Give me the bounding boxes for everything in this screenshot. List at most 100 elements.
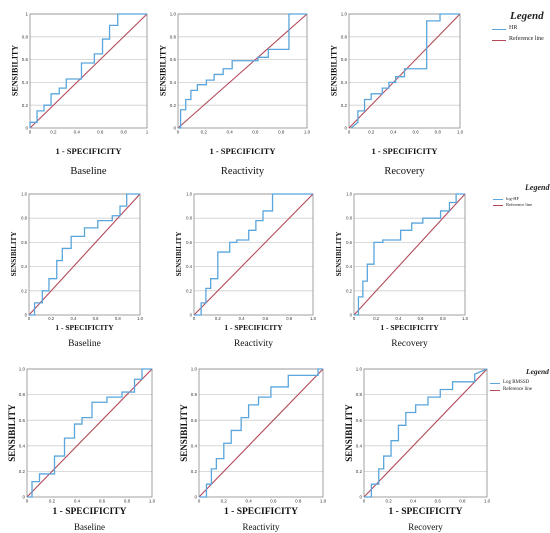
loghf-recovery-xtick-label: 1.0 (462, 316, 468, 321)
loghf-recovery-ytick-label: 0.2 (346, 288, 352, 293)
logrmssd-recovery-x-axis-label: 1 - SPECIFICITY (388, 507, 463, 518)
loghf-baseline-ytick-label: 0.6 (21, 240, 27, 245)
hr-baseline-xtick-label: 0.8 (120, 130, 127, 135)
hr-baseline-ytick-label: 1 (25, 12, 28, 17)
logrmssd-reactivity-ytick-label: 0.2 (191, 469, 198, 474)
loghf-recovery-ytick-label: 0 (350, 312, 353, 317)
hr-recovery-plot-frame (348, 13, 461, 129)
logrmssd-reactivity-ytick-label: 0.8 (191, 392, 198, 397)
loghf-reactivity-ytick-label: 0.6 (186, 240, 192, 245)
loghf-recovery-plot-frame (353, 193, 466, 316)
logrmssd-legend-swatch-reference (490, 389, 500, 391)
loghf-recovery-ytick-label: 1.0 (346, 191, 352, 196)
loghf-baseline-x-axis-label: 1 - SPECIFICITY (55, 322, 114, 332)
loghf-recovery-roc-chart: 0 0.2 0.4 0.6 0.8 1.0 0 0.2 0.4 0.6 0.8 1.0 (346, 191, 468, 321)
hr-reactivity-xtick-label: 0.4 (226, 130, 233, 135)
logrmssd-baseline-ytick-label: 0.2 (19, 469, 26, 474)
logrmssd-reactivity-reference-line (198, 368, 324, 498)
logrmssd-recovery-roc-chart: 0 0.2 0.4 0.6 0.8 1.0 0 0.2 0.4 0.6 0.8 1.0 (356, 367, 491, 504)
loghf-baseline-xtick-label: 0.6 (93, 316, 99, 321)
loghf-baseline-xtick-label: 0.8 (115, 316, 121, 321)
hr-recovery-y-axis-label: SENSIBILITY (329, 45, 339, 97)
logrmssd-baseline-xtick-label: 0.8 (124, 499, 131, 504)
loghf-baseline-plot-frame (28, 193, 141, 316)
hr-recovery-xtick-label: 0.6 (412, 130, 419, 135)
loghf-reactivity-xtick-label: 0.4 (239, 316, 245, 321)
loghf-reactivity-reference-line (193, 193, 314, 316)
loghf-recovery-ytick-label: 0.8 (346, 216, 352, 221)
loghf-baseline-xtick-label: 1.0 (137, 316, 143, 321)
loghf-recovery-xtick-label: 0 (353, 316, 356, 321)
hr-recovery-ytick-label: 1.0 (341, 12, 348, 17)
logrmssd-baseline-condition-label: Baseline (74, 521, 105, 532)
hr-reactivity-xtick-label: 0.8 (278, 130, 285, 135)
hr-baseline-x-axis-label: 1 - SPECIFICITY (55, 145, 122, 156)
hr-recovery-xtick-label: 0.4 (390, 130, 397, 135)
hr-recovery-roc-curve (350, 13, 460, 129)
loghf-reactivity-ytick-label: 0.8 (186, 216, 192, 221)
logrmssd-reactivity-xtick-label: 0.6 (270, 499, 277, 504)
loghf-baseline-ytick-label: 0.4 (21, 264, 27, 269)
hr-legend-label-reference: Reference line (509, 36, 544, 43)
logrmssd-reactivity-roc-curve (199, 368, 323, 498)
loghf-reactivity-xtick-label: 0.6 (262, 316, 268, 321)
logrmssd-reactivity-ytick-label: 1.0 (191, 367, 198, 372)
logrmssd-baseline-reference-line (26, 368, 153, 498)
logrmssd-recovery-xtick-label: 0.2 (385, 499, 392, 504)
hr-recovery-condition-label: Recovery (384, 165, 425, 177)
hr-legend-label-roc: HR (509, 25, 518, 32)
logrmssd-recovery-reference-line (363, 368, 488, 498)
logrmssd-legend-label-roc: Log RMSSD (503, 379, 530, 385)
logrmssd-recovery-ytick-label: 1.0 (356, 367, 363, 372)
loghf-baseline-reference-line (28, 193, 141, 316)
hr-recovery-ytick-label: 0.2 (341, 103, 348, 108)
hr-legend-swatch-reference (492, 40, 506, 41)
hr-baseline-xtick-label: 0.4 (74, 130, 81, 135)
logrmssd-baseline-roc-curve (27, 368, 152, 498)
hr-reactivity-ytick-label: 0.8 (170, 34, 177, 39)
loghf-reactivity-y-axis-label: SENSIBILITY (175, 231, 183, 277)
logrmssd-reactivity-x-axis-label: 1 - SPECIFICITY (224, 507, 298, 518)
logrmssd-baseline-xtick-label: 0 (26, 499, 29, 504)
loghf-reactivity-xtick-label: 0.8 (286, 316, 292, 321)
loghf-recovery-xtick-label: 0.2 (373, 316, 379, 321)
logrmssd-recovery-xtick-label: 0.4 (410, 499, 417, 504)
hr-baseline-ytick-label: 0.8 (22, 34, 29, 39)
hr-recovery-ytick-label: 0.8 (341, 34, 348, 39)
loghf-reactivity-xtick-label: 0 (193, 316, 196, 321)
hr-recovery-xtick-label: 1.0 (457, 130, 464, 135)
hr-baseline-xtick-label: 1 (146, 130, 149, 135)
loghf-reactivity-x-axis-label: 1 - SPECIFICITY (224, 322, 283, 332)
logrmssd-reactivity-plot-frame (198, 368, 324, 498)
hr-reactivity-xtick-label: 1.0 (304, 130, 311, 135)
logrmssd-recovery-ytick-label: 0.4 (356, 443, 363, 448)
logrmssd-reactivity-roc-chart: 0 0.2 0.4 0.6 0.8 1.0 0 0.2 0.4 0.6 0.8 1.0 (191, 367, 327, 504)
loghf-reactivity-ytick-label: 0 (190, 312, 193, 317)
loghf-baseline-roc-curve (29, 193, 140, 316)
logrmssd-recovery-ytick-label: 0.8 (356, 392, 363, 397)
logrmssd-reactivity-xtick-label: 0.2 (221, 499, 228, 504)
hr-reactivity-condition-label: Reactivity (220, 165, 265, 177)
logrmssd-recovery-ytick-label: 0 (359, 495, 362, 500)
hr-reactivity-xtick-label: 0.6 (252, 130, 259, 135)
logrmssd-baseline-xtick-label: 0.2 (49, 499, 56, 504)
hr-baseline-y-axis-label: SENSIBILITY (10, 45, 20, 97)
hr-reactivity-y-axis-label: SENSIBILITY (158, 45, 168, 97)
logrmssd-reactivity-xtick-label: 1.0 (320, 499, 327, 504)
hr-baseline-reference-line (29, 13, 148, 129)
hr-reactivity-plot-frame (177, 13, 308, 129)
loghf-reactivity-roc-curve (194, 193, 313, 316)
hr-baseline-roc-chart: 0 0.2 0.4 0.6 0.8 1 0 0.2 0.4 0.6 0.8 1 (22, 12, 149, 135)
loghf-recovery-x-axis-label: 1 - SPECIFICITY (380, 322, 439, 332)
loghf-recovery-ytick-label: 0.6 (346, 240, 352, 245)
logrmssd-reactivity-xtick-label: 0.4 (245, 499, 252, 504)
hr-baseline-ytick-label: 0 (25, 126, 28, 131)
logrmssd-baseline-xtick-label: 0.6 (99, 499, 106, 504)
loghf-recovery-reference-line (353, 193, 466, 316)
hr-legend-title: Legend (510, 10, 544, 22)
hr-baseline-condition-label: Baseline (70, 165, 107, 177)
loghf-reactivity-roc-chart: 0 0.2 0.4 0.6 0.8 1.0 0 0.2 0.4 0.6 0.8 1.0 (186, 191, 316, 321)
hr-recovery-ytick-label: 0.4 (341, 80, 348, 85)
hr-reactivity-ytick-label: 0 (173, 126, 176, 131)
logrmssd-recovery-condition-label: Recovery (408, 521, 443, 532)
